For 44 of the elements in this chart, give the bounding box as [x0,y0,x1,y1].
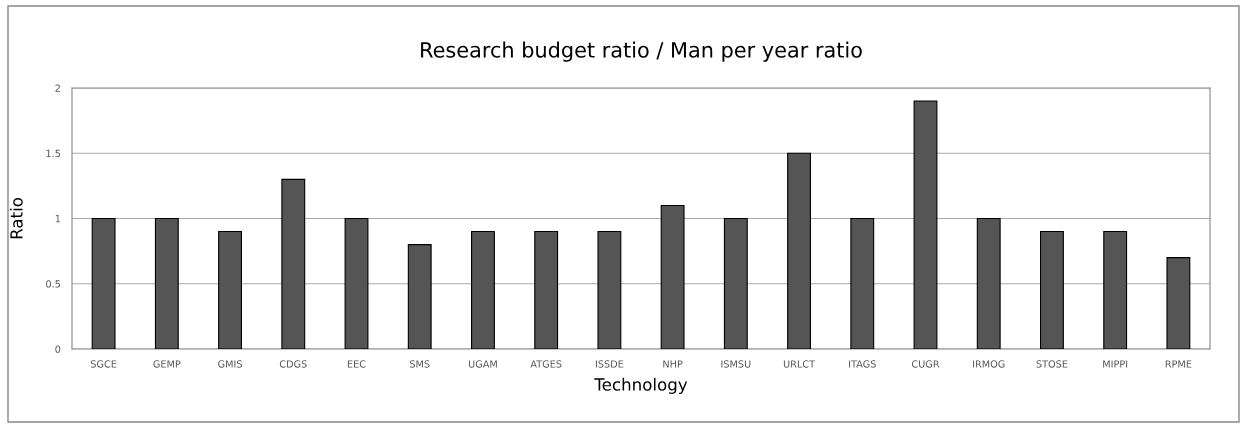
bar [344,217,369,349]
bar [723,217,748,349]
y-tick-label: 1 [55,215,60,223]
x-tick-label: GMIS [218,360,242,368]
x-tick-label: GEMP [153,360,181,368]
x-tick-label: UGAM [468,360,497,368]
x-tick-label: CDGS [279,360,307,368]
bar [407,244,432,349]
bar [976,217,1001,349]
x-tick-label: CUGR [911,360,940,368]
bar [154,217,179,349]
x-tick-label: EEC [347,360,366,368]
bar [1103,230,1128,349]
x-tick-label: SGCE [90,360,117,368]
x-tick-label: URLCT [783,360,816,368]
y-tick-label: 2 [55,84,60,92]
bar [471,230,495,349]
x-tick-label: ITAGS [849,360,876,368]
bar [913,100,938,349]
bar [597,230,622,349]
x-tick-label: ATGES [530,360,562,368]
y-axis-title: Ratio [9,198,23,239]
bar [1166,257,1191,349]
bar [660,204,685,349]
y-tick-label: 0.5 [46,280,61,288]
x-tick-label: STOSE [1036,360,1068,368]
x-tick-label: IRMOG [973,360,1005,368]
bar [534,230,559,349]
x-tick-label: MIPPI [1103,360,1128,368]
x-axis-title: Technology [594,377,688,394]
bar [1040,230,1064,349]
bar [218,230,242,349]
x-tick-label: ISSDE [595,360,624,368]
bar [281,178,306,349]
bar [787,152,811,349]
x-tick-label: NHP [663,360,683,368]
y-tick-label: 1.5 [46,149,61,158]
bar [850,217,875,349]
x-tick-label: RPME [1165,360,1192,368]
bar [91,217,116,349]
chart-title: Research budget ratio / Man per year ratio [421,41,862,62]
x-tick-label: ISMSU [721,360,751,368]
x-tick-label: SMS [410,360,430,368]
y-tick-label: 0 [55,345,61,353]
